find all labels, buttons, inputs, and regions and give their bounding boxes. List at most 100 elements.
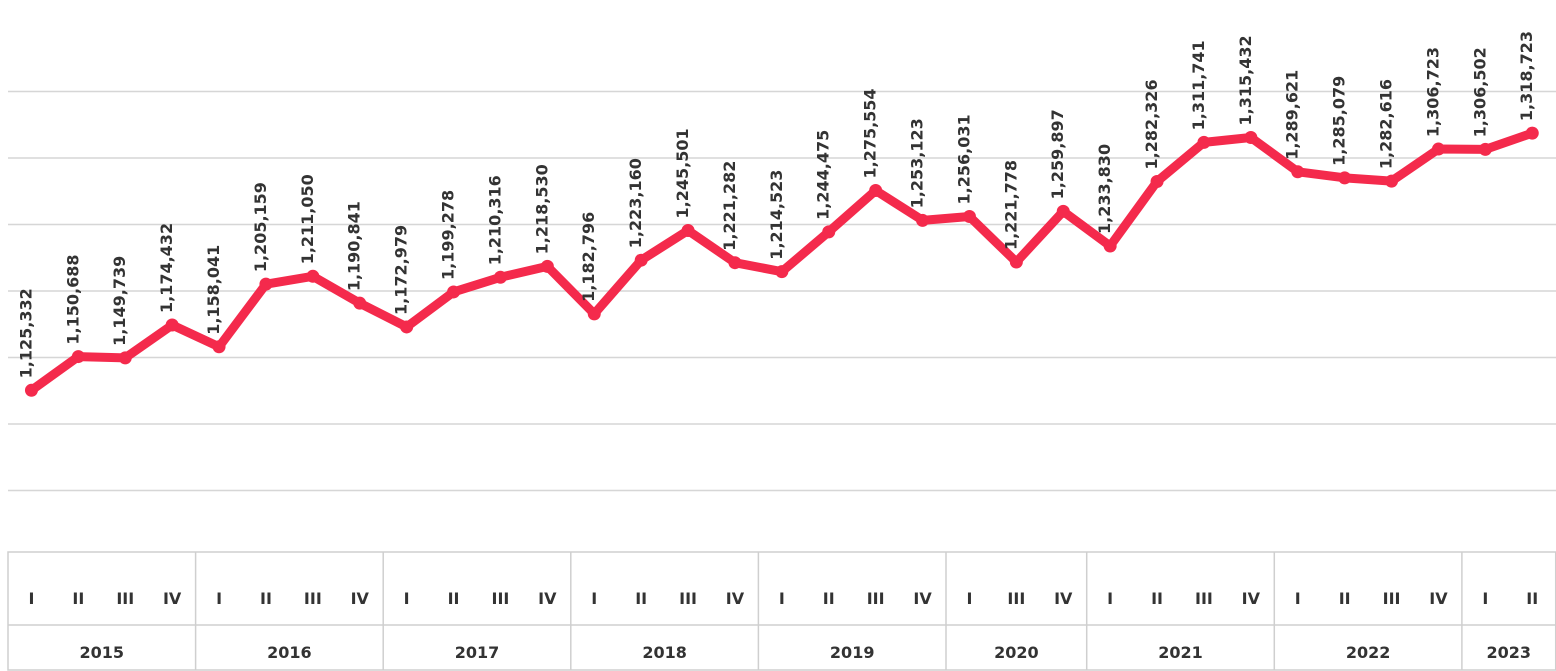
point (822, 225, 836, 239)
x-tick-label: I (1295, 589, 1301, 608)
data-label: 1,221,778 (1001, 160, 1020, 250)
year-label: 2022 (1346, 643, 1391, 662)
x-tick-label: IV (163, 589, 182, 608)
point (1478, 142, 1492, 156)
x-tick-label: III (492, 589, 510, 608)
data-label: 1,282,616 (1377, 79, 1396, 169)
point (1338, 171, 1352, 185)
point (1009, 255, 1023, 269)
data-label: 1,210,316 (485, 175, 504, 265)
x-tick-label: IV (1242, 589, 1261, 608)
x-tick-label: II (448, 589, 460, 608)
x-tick-label: I (404, 589, 410, 608)
data-label: 1,253,123 (908, 118, 927, 208)
data-label: 1,285,079 (1330, 76, 1349, 166)
point (728, 256, 742, 270)
x-tick-label: III (1007, 589, 1025, 608)
year-label: 2016 (267, 643, 312, 662)
x-tick-label: I (1107, 589, 1113, 608)
point (916, 213, 930, 227)
year-label: 2018 (642, 643, 687, 662)
point (634, 253, 648, 267)
data-label: 1,205,159 (251, 182, 270, 272)
x-tick-label: III (679, 589, 697, 608)
x-tick-label: I (966, 589, 972, 608)
point (306, 269, 320, 283)
point (775, 265, 789, 279)
x-tick-label: IV (913, 589, 932, 608)
point (1244, 130, 1258, 144)
point (1291, 165, 1305, 179)
data-label: 1,245,501 (673, 128, 692, 218)
x-tick-label: II (1526, 589, 1538, 608)
point (259, 277, 273, 291)
x-tick-label: III (867, 589, 885, 608)
point (1056, 204, 1070, 218)
data-label: 1,150,688 (63, 254, 82, 344)
data-label: 1,315,432 (1236, 35, 1255, 125)
data-label: 1,158,041 (204, 245, 223, 335)
x-tick-label: I (216, 589, 222, 608)
year-label: 2020 (994, 643, 1039, 662)
x-tick-label: I (1482, 589, 1488, 608)
x-tick-label: II (823, 589, 835, 608)
data-label: 1,282,326 (1142, 79, 1161, 169)
point (540, 259, 554, 273)
point (962, 209, 976, 223)
data-label: 1,174,432 (157, 223, 176, 313)
data-label: 1,244,475 (814, 130, 833, 220)
data-label: 1,125,332 (16, 288, 35, 378)
data-label: 1,199,278 (439, 190, 458, 280)
point (493, 270, 507, 284)
point (1103, 239, 1117, 253)
data-label: 1,311,741 (1189, 40, 1208, 130)
axis-table (7, 551, 1556, 671)
point (1525, 126, 1539, 140)
data-label: 1,275,554 (861, 88, 880, 178)
data-label: 1,214,523 (767, 170, 786, 260)
point (353, 296, 367, 310)
x-tick-label: III (1383, 589, 1401, 608)
data-label: 1,289,621 (1283, 70, 1302, 160)
point (71, 350, 85, 364)
year-label: 2015 (80, 643, 125, 662)
point (1150, 175, 1164, 189)
point (212, 340, 226, 354)
x-tick-label: II (1339, 589, 1351, 608)
x-tick-label: IV (538, 589, 557, 608)
year-label: 2019 (830, 643, 875, 662)
data-label: 1,259,897 (1048, 109, 1067, 199)
data-label: 1,306,502 (1470, 47, 1489, 137)
data-label: 1,218,530 (532, 164, 551, 254)
point (869, 184, 883, 198)
point (118, 351, 132, 365)
year-label: 2021 (1158, 643, 1203, 662)
data-label: 1,256,031 (954, 114, 973, 204)
x-tick-label: III (1195, 589, 1213, 608)
point (587, 307, 601, 321)
point (681, 223, 695, 237)
data-label: 1,318,723 (1517, 31, 1536, 121)
x-tick-label: IV (1429, 589, 1448, 608)
year-label: 2017 (455, 643, 500, 662)
x-tick-label: II (72, 589, 84, 608)
data-label: 1,172,979 (392, 225, 411, 315)
point (1197, 135, 1211, 149)
x-tick-label: IV (726, 589, 745, 608)
x-tick-label: II (635, 589, 647, 608)
data-label: 1,223,160 (626, 158, 645, 248)
point (447, 285, 461, 299)
x-tick-label: III (116, 589, 134, 608)
x-tick-label: I (591, 589, 597, 608)
x-tick-label: IV (1054, 589, 1073, 608)
x-tick-label: II (1151, 589, 1163, 608)
data-label: 1,211,050 (298, 174, 317, 264)
data-label: 1,221,282 (720, 161, 739, 251)
point (24, 383, 38, 397)
x-tick-label: I (28, 589, 34, 608)
x-tick-label: II (260, 589, 272, 608)
point (1431, 142, 1445, 156)
x-tick-label: IV (351, 589, 370, 608)
data-label: 1,190,841 (345, 201, 364, 291)
